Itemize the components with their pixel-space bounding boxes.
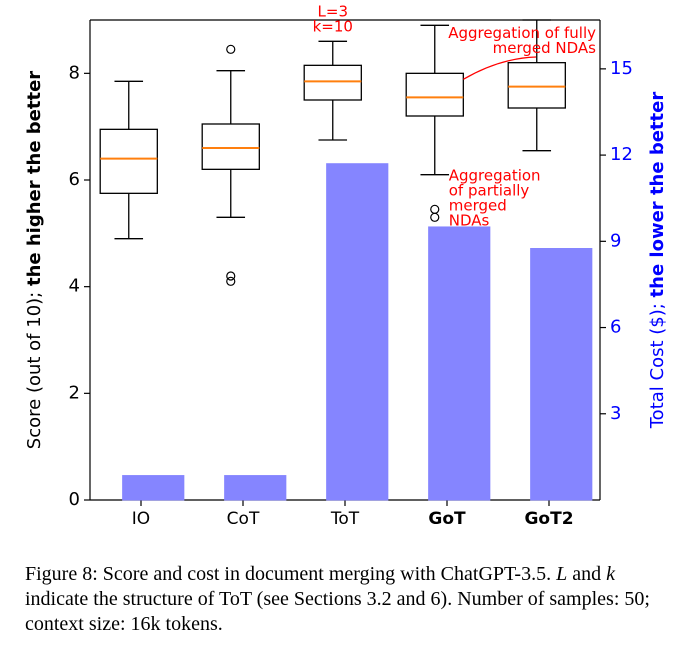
caption-L: L <box>556 563 567 585</box>
left-tick-label: 8 <box>69 62 80 83</box>
score-boxplot <box>100 81 157 238</box>
right-tick-label: 12 <box>610 144 633 165</box>
score-boxplot <box>202 45 259 285</box>
right-tick-label: 9 <box>610 230 621 251</box>
right-tick-label: 15 <box>610 58 633 79</box>
caption-figure-label: Figure 8: <box>25 563 98 585</box>
outlier-marker <box>227 45 235 53</box>
tot-annotation: L=3k=10 <box>313 2 353 35</box>
cost-bar <box>327 164 388 500</box>
score-boxplot <box>304 41 361 140</box>
left-tick-label: 4 <box>69 276 80 297</box>
cost-bar <box>429 227 490 500</box>
right-axis-label: Total Cost ($); the lower the better <box>647 92 668 430</box>
got-fully-merged-annotation: Aggregation of fullymerged NDAs <box>448 24 596 57</box>
x-tick-label: CoT <box>227 509 260 529</box>
x-tick-label: GoT <box>428 509 466 529</box>
left-tick-label: 2 <box>69 382 80 403</box>
outlier-marker <box>431 213 439 221</box>
figure-caption: Figure 8: Score and cost in document mer… <box>25 562 675 637</box>
right-tick-label: 6 <box>610 317 621 338</box>
right-tick-label: 3 <box>610 403 621 424</box>
left-tick-label: 6 <box>69 169 80 190</box>
cost-bar <box>123 476 184 500</box>
got-partially-merged-annotation: Aggregationof partiallymergedNDAs <box>449 167 541 230</box>
cost-bar <box>531 249 592 500</box>
score-cost-chart: 0 2 4 6 8 3 6 9 12 15 IO CoT ToT GoT GoT2 Score (out of… <box>0 0 697 548</box>
caption-k: k <box>606 563 615 585</box>
left-axis-label: Score (out of 10); the higher the better <box>24 71 45 449</box>
left-tick-label: 0 <box>69 489 80 510</box>
x-tick-label: GoT2 <box>524 509 573 529</box>
outlier-marker <box>227 272 235 280</box>
caption-text-b: indicate the structure of ToT (see Secti… <box>25 588 650 635</box>
x-tick-label: IO <box>132 509 150 529</box>
x-tick-label: ToT <box>330 509 360 529</box>
cost-bar <box>225 476 286 500</box>
caption-text-a: Score and cost in document merging with … <box>98 563 556 585</box>
outlier-marker <box>431 205 439 213</box>
caption-and: and <box>567 563 606 585</box>
